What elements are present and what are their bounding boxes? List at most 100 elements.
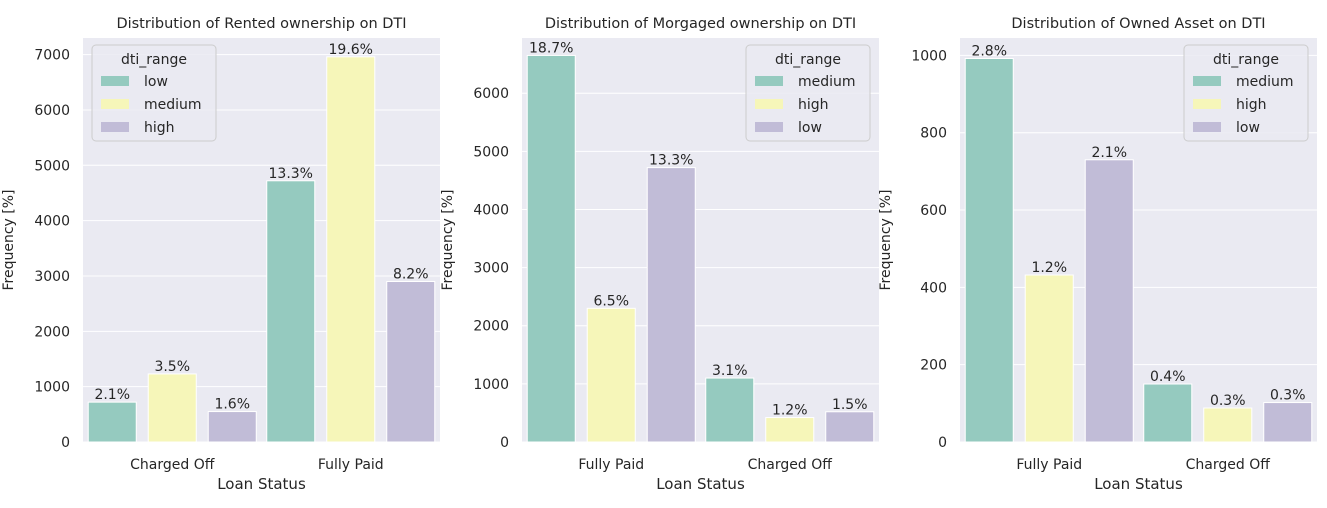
bar-value-label: 1.6% [214, 397, 250, 413]
chart-panel-3: 0 200 400 600 800 1000 2.8% 0.4% 1.2% 0.3% 2.1% 0.3… [878, 16, 1317, 493]
y-tick-label: 7000 [34, 48, 70, 64]
y-tick-label: 4000 [473, 202, 509, 218]
y-tick-label: 2000 [473, 319, 509, 335]
legend-label-medium: medium [1236, 74, 1294, 90]
bar-value-label: 1.5% [832, 397, 868, 413]
y-tick-label: 4000 [34, 214, 70, 230]
chart-title: Distribution of Rented ownership on DTI [116, 16, 406, 32]
legend-title: dti_range [121, 52, 187, 68]
x-tick-label: Charged Off [130, 457, 215, 473]
legend-swatch-low [1193, 122, 1221, 132]
legend-title: dti_range [1213, 52, 1279, 68]
bar-high-fully-paid [386, 281, 436, 443]
y-tick-label: 0 [500, 435, 509, 451]
bar-value-label: 13.3% [269, 166, 313, 182]
bar-high-charged-off [207, 411, 257, 443]
chart-panel-1: 0 1000 2000 3000 4000 5000 6000 7000 2.1% 13.3% 3.… [1, 16, 440, 493]
x-axis-label: Loan Status [217, 475, 306, 493]
legend-label-low: low [1236, 120, 1260, 136]
y-tick-label: 400 [920, 280, 947, 296]
x-tick-label: Charged Off [1186, 457, 1271, 473]
y-tick-label: 200 [920, 358, 947, 374]
bar-value-label: 3.5% [154, 359, 190, 375]
y-axis-label: Frequency [%] [878, 189, 894, 290]
y-tick-label: 5000 [34, 158, 70, 174]
bar-value-label: 13.3% [649, 153, 693, 169]
y-axis-label: Frequency [%] [440, 189, 456, 290]
bar-value-label: 18.7% [529, 40, 573, 56]
bar-high-charged-off [765, 417, 815, 443]
bar-value-label: 0.4% [1150, 369, 1186, 385]
legend-label-high: high [798, 97, 829, 113]
bar-low-fully-paid [646, 167, 696, 443]
y-tick-label: 1000 [473, 377, 509, 393]
y-tick-label: 5000 [473, 144, 509, 160]
y-tick-label: 600 [920, 203, 947, 219]
bar-medium-fully-paid [326, 56, 376, 443]
legend-label-low: low [144, 74, 168, 90]
bar-value-label: 8.2% [393, 267, 429, 283]
legend-box [91, 44, 217, 142]
legend-swatch-medium [101, 99, 129, 109]
legend-swatch-high [755, 99, 783, 109]
bar-low-charged-off [825, 411, 875, 443]
chart-panel-2: 0 1000 2000 3000 4000 5000 6000 18.7% 3.1% 6.5% 1.… [440, 16, 879, 493]
legend-swatch-high [101, 122, 129, 132]
x-tick-label: Charged Off [748, 457, 833, 473]
bar-value-label: 0.3% [1270, 388, 1306, 404]
bar-value-label: 1.2% [772, 403, 808, 419]
bar-value-label: 2.8% [971, 43, 1007, 59]
legend-swatch-high [1193, 99, 1221, 109]
y-tick-label: 3000 [34, 269, 70, 285]
legend-swatch-low [101, 76, 129, 86]
legend-label-high: high [1236, 97, 1267, 113]
legend-swatch-low [755, 122, 783, 132]
legend-box [745, 44, 871, 142]
bar-value-label: 2.1% [94, 387, 130, 403]
y-tick-label: 6000 [34, 103, 70, 119]
bar-low-fully-paid [266, 180, 316, 443]
x-tick-label: Fully Paid [318, 457, 384, 473]
x-tick-label: Fully Paid [1016, 457, 1082, 473]
y-tick-label: 800 [920, 126, 947, 142]
legend-swatch-medium [755, 76, 783, 86]
bar-low-fully-paid [1084, 159, 1134, 443]
bar-value-label: 1.2% [1031, 260, 1067, 276]
bar-value-label: 6.5% [593, 293, 629, 309]
y-tick-label: 0 [61, 435, 70, 451]
x-axis-label: Loan Status [1094, 475, 1183, 493]
bar-value-label: 19.6% [329, 42, 373, 58]
legend-box [1183, 44, 1309, 142]
bar-medium-charged-off [1143, 383, 1193, 443]
bar-medium-charged-off [147, 373, 197, 443]
y-tick-label: 3000 [473, 261, 509, 277]
bar-low-charged-off [1263, 402, 1313, 443]
bar-value-label: 3.1% [712, 363, 748, 379]
legend-label-medium: medium [144, 97, 202, 113]
bar-medium-fully-paid [526, 54, 576, 443]
y-tick-label: 2000 [34, 324, 70, 340]
y-axis-label: Frequency [%] [1, 189, 17, 290]
bar-value-label: 2.1% [1091, 145, 1127, 161]
legend-title: dti_range [775, 52, 841, 68]
y-tick-label: 6000 [473, 86, 509, 102]
legend-label-low: low [798, 120, 822, 136]
y-tick-label: 0 [938, 435, 947, 451]
chart-title: Distribution of Morgaged ownership on DT… [545, 16, 856, 32]
bar-low-charged-off [87, 401, 137, 443]
y-tick-label: 1000 [911, 48, 947, 64]
bar-high-charged-off [1203, 407, 1253, 443]
bar-high-fully-paid [1024, 274, 1074, 443]
legend-swatch-medium [1193, 76, 1221, 86]
legend-label-medium: medium [798, 74, 856, 90]
x-axis-label: Loan Status [656, 475, 745, 493]
legend-label-high: high [144, 120, 175, 136]
bar-value-label: 0.3% [1210, 393, 1246, 409]
chart-title: Distribution of Owned Asset on DTI [1011, 16, 1265, 32]
bar-medium-fully-paid [964, 57, 1014, 443]
bar-medium-charged-off [705, 377, 755, 443]
bar-high-fully-paid [586, 307, 636, 443]
